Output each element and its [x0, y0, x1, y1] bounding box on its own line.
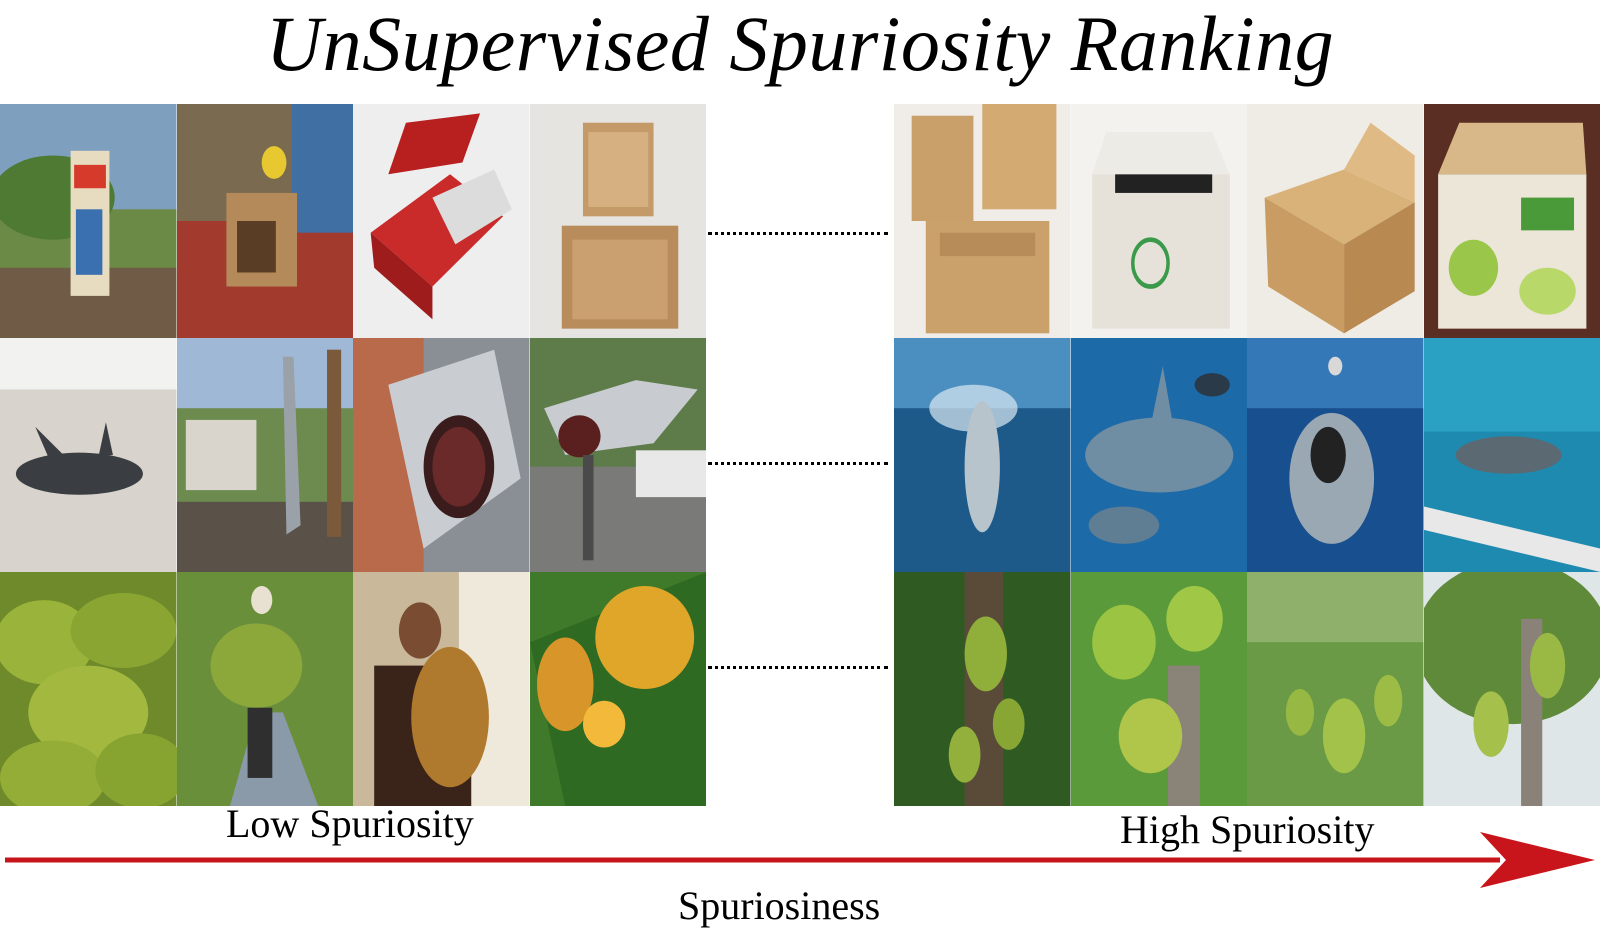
high-box-image-2	[1070, 104, 1247, 338]
high-box-image-1	[894, 104, 1071, 338]
low-spuriosity-image-grid	[0, 104, 706, 806]
connector-dots-jackfruit	[708, 666, 888, 669]
high-shark-image-4	[1423, 338, 1600, 572]
high-box-image-4	[1423, 104, 1600, 338]
low-shark-image-4	[529, 338, 706, 572]
high-jackfruit-image-2	[1070, 572, 1247, 806]
high-shark-image-2	[1070, 338, 1247, 572]
low-box-image-4	[529, 104, 706, 338]
low-jackfruit-image-1	[0, 572, 177, 806]
high-spuriosity-label: High Spuriosity	[1120, 807, 1375, 852]
low-spuriosity-label: Low Spuriosity	[226, 801, 474, 846]
low-jackfruit-image-4	[529, 572, 706, 806]
spuriosity-axis-arrow	[5, 832, 1595, 888]
connector-dots-box	[708, 232, 888, 235]
low-box-image-3	[353, 104, 530, 338]
low-shark-image-3	[353, 338, 530, 572]
high-shark-image-1	[894, 338, 1071, 572]
high-jackfruit-image-1	[894, 572, 1071, 806]
figure-title: UnSupervised Spuriosity Ranking	[265, 0, 1335, 87]
high-box-image-3	[1247, 104, 1424, 338]
high-jackfruit-image-4	[1423, 572, 1600, 806]
axis-label: Spuriosiness	[678, 883, 881, 928]
arrow-head-icon	[1480, 832, 1595, 888]
low-box-image-2	[176, 104, 353, 338]
high-shark-image-3	[1247, 338, 1424, 572]
low-shark-image-2	[176, 338, 353, 572]
high-spuriosity-image-grid	[894, 104, 1600, 806]
low-jackfruit-image-2	[176, 572, 353, 806]
low-jackfruit-image-3	[353, 572, 530, 806]
high-jackfruit-image-3	[1247, 572, 1424, 806]
connector-dots-shark	[708, 462, 888, 465]
low-shark-image-1	[0, 338, 177, 572]
low-box-image-1	[0, 104, 177, 338]
